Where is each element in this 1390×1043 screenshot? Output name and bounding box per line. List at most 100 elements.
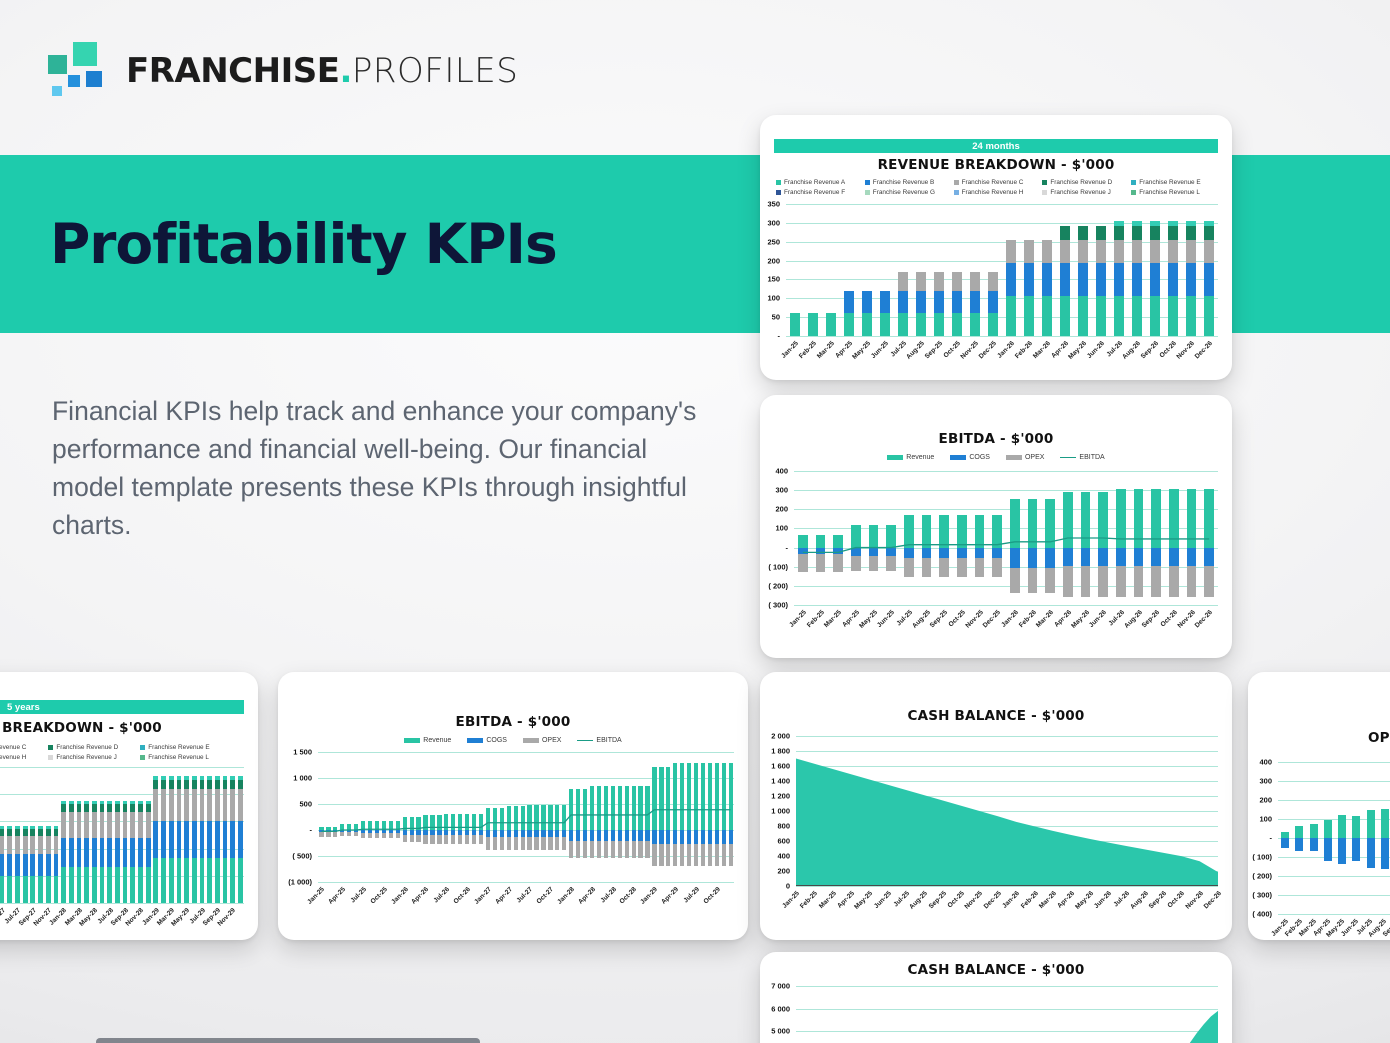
x-tick-label: Aug-26	[1122, 609, 1144, 630]
bar-column	[1321, 762, 1335, 914]
bar-column	[602, 752, 609, 882]
bar-column	[183, 767, 191, 903]
y-tick-label: -	[309, 825, 313, 835]
bar-segment	[91, 812, 97, 838]
swatch-icon	[776, 190, 781, 195]
bar-segment	[1168, 263, 1178, 297]
gridline	[794, 471, 1218, 472]
x-tick-label: Aug-26	[1128, 890, 1150, 911]
logo-square-blue-small	[68, 75, 80, 87]
bar-column	[471, 752, 478, 882]
bar-segment	[214, 775, 220, 781]
bar-segment	[721, 843, 726, 867]
bar-column	[540, 752, 547, 882]
bar-segment	[728, 830, 733, 844]
bar-segment	[61, 837, 66, 867]
bar-segment	[222, 821, 228, 858]
bar-segment	[721, 763, 726, 830]
bar-column	[988, 471, 1006, 605]
bar-segment	[527, 837, 532, 850]
x-tick-label: Nov-26	[1175, 609, 1197, 630]
chart-title-cash-balance: CASH BALANCE - $'000	[907, 708, 1085, 724]
legend-label: Franchise Revenue L	[1139, 189, 1200, 196]
bar-segment	[471, 834, 477, 844]
bar-segment	[610, 830, 615, 841]
bar-segment	[1098, 547, 1109, 566]
bar-segment	[680, 843, 685, 867]
gridline	[1278, 876, 1390, 877]
bar-segment	[107, 804, 113, 813]
bar-segment	[1204, 263, 1214, 297]
bar-column	[700, 752, 707, 882]
x-axis-labels: Jan-25 Feb-25 Mar-25 Apr-25 May-25 Jun-25 Jul-…	[780, 336, 1218, 382]
x-tick-label: Apr-25	[841, 609, 861, 629]
bar-column	[1183, 471, 1201, 605]
bar-segment	[176, 857, 182, 903]
bar-segment	[1096, 296, 1106, 336]
bar-segment	[238, 775, 243, 781]
bar-segment	[974, 515, 985, 548]
y-tick-label: 200	[777, 866, 790, 876]
bar-segment	[347, 832, 352, 837]
bar-segment	[1060, 296, 1070, 336]
chart-area: 350 300 250 200 150 100 50 -	[760, 200, 1218, 341]
bar-segment	[1114, 263, 1124, 297]
bar-segment	[45, 875, 51, 903]
bar-segment	[862, 290, 872, 313]
bar-segment	[714, 830, 720, 844]
bar-column	[1077, 471, 1095, 605]
bar-segment	[898, 290, 908, 313]
bar-segment	[444, 834, 449, 844]
bar-column	[1056, 204, 1074, 336]
bar-segment	[122, 866, 128, 903]
bar-segment	[1295, 826, 1304, 838]
x-tick-label: Sep-26	[1139, 340, 1160, 361]
bar-segment	[485, 837, 491, 850]
x-tick-label: Mar-25	[815, 340, 836, 360]
bar-column	[229, 767, 237, 903]
bar-segment	[1133, 489, 1144, 548]
bar-column	[318, 752, 325, 882]
swatch-icon	[522, 738, 539, 743]
bar-column	[533, 752, 540, 882]
bar-column	[1200, 204, 1218, 336]
bars-layer	[318, 752, 734, 882]
legend-item: Franchise Revenue D	[1042, 179, 1112, 186]
bar-segment	[485, 830, 491, 838]
bar-column	[98, 767, 106, 903]
bar-segment	[499, 837, 504, 850]
legend-item: Revenue	[887, 454, 934, 461]
bar-segment	[499, 830, 504, 838]
y-tick-label: 300	[775, 485, 788, 495]
bar-segment	[451, 814, 456, 830]
bar-segment	[1151, 489, 1162, 548]
bar-column	[1182, 204, 1200, 336]
brand-dot: .	[339, 51, 352, 91]
bar-segment	[1080, 547, 1091, 566]
x-tick-label: Jan-25	[306, 886, 327, 906]
bar-segment	[513, 837, 518, 850]
bar-column	[935, 471, 953, 605]
legend-label: Franchise Revenue J	[56, 754, 117, 761]
bar-segment	[45, 835, 51, 855]
bar-segment	[631, 840, 636, 858]
legend-label: Franchise Revenue J	[1050, 189, 1111, 196]
bar-segment	[1168, 220, 1178, 226]
bar-segment	[145, 804, 151, 813]
bar-segment	[1186, 239, 1196, 264]
bar-segment	[1132, 239, 1142, 264]
bar-segment	[1024, 296, 1034, 336]
bar-segment	[673, 763, 678, 830]
bar-column	[429, 752, 436, 882]
bar-column	[167, 767, 175, 903]
bar-segment	[952, 290, 962, 313]
bar-segment	[1338, 838, 1347, 864]
page-title: Profitability KPIs	[50, 212, 558, 276]
bar-segment	[367, 832, 373, 839]
bar-column	[582, 752, 589, 882]
bar-segment	[222, 857, 228, 903]
bar-segment	[68, 837, 74, 867]
bar-segment	[1204, 220, 1214, 226]
bar-segment	[1186, 547, 1197, 566]
bar-segment	[191, 821, 197, 858]
